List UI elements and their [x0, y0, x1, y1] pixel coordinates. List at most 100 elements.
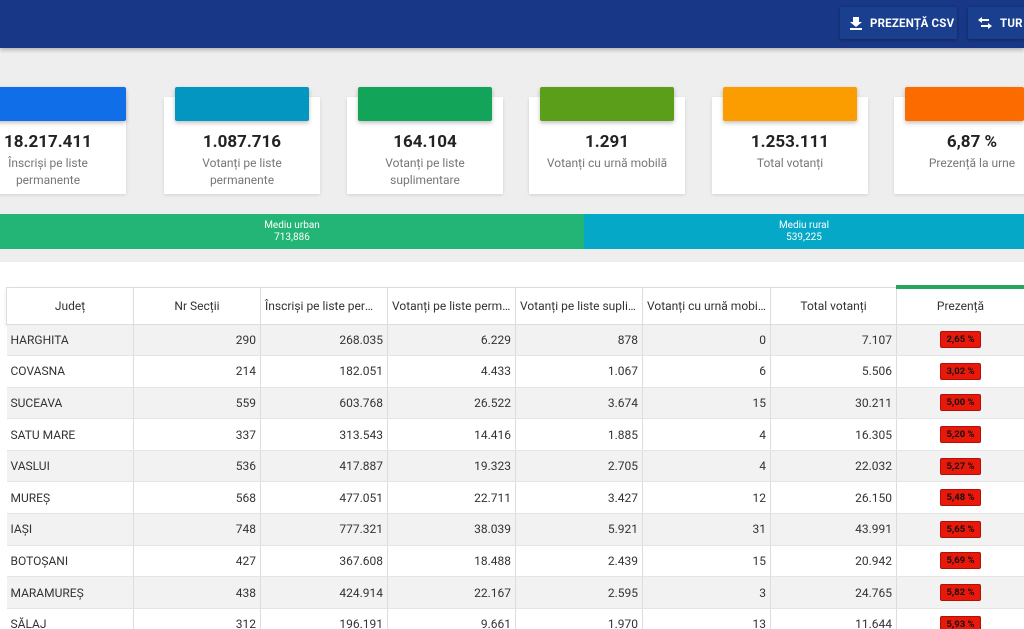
top-app-bar: PREZENȚĂ CSV TUR: [0, 0, 1024, 48]
turnout-badge: 5,65 %: [940, 520, 981, 538]
cell-registered: 367.608: [260, 545, 388, 578]
turnout-badge: 5,69 %: [940, 552, 981, 570]
cell-county: HARGHITA: [6, 324, 134, 357]
cell-mobile-urn: 12: [642, 481, 771, 515]
county-turnout-table: Județ Nr Secții Înscriși pe liste perman…: [6, 285, 1024, 629]
table-row[interactable]: HARGHITA 290 268.035 6.229 878 0 7.107 2,65 %: [6, 324, 1024, 357]
table-row[interactable]: BOTOȘANI 427 367.608 18.488 2.439 15 20.942 5,6…: [6, 545, 1024, 578]
cell-county: SĂLAJ: [6, 608, 134, 629]
round-switch-label: TUR: [1000, 16, 1023, 30]
cell-county: VASLUI: [6, 450, 134, 483]
table-row[interactable]: MUREȘ 568 477.051 22.711 3.427 12 26.150 5,48 %: [6, 481, 1024, 515]
stat-label: Total votanți: [756, 156, 824, 170]
stat-label: Votanți pe liste suplimentare: [385, 156, 465, 187]
cell-turnout: 3,02 %: [896, 355, 1024, 388]
cell-registered: 603.768: [260, 387, 388, 420]
table-row[interactable]: IAȘI 748 777.321 38.039 5.921 31 43.991 5,65 %: [6, 513, 1024, 546]
cell-permanent-voters: 22.167: [387, 576, 516, 609]
cell-turnout: 2,65 %: [896, 324, 1024, 357]
turnout-badge: 3,02 %: [940, 362, 981, 380]
presence-csv-label: PREZENȚĂ CSV: [870, 16, 955, 30]
county-table-panel: Județ Nr Secții Înscriși pe liste perman…: [0, 262, 1024, 629]
column-header-total-voters[interactable]: Total votanți: [770, 286, 897, 325]
cell-supplementary-voters: 2.595: [515, 576, 643, 609]
cell-sections: 214: [133, 355, 261, 388]
cell-total-voters: 30.211: [770, 387, 897, 420]
urban-label: Mediu urban: [264, 220, 320, 231]
cell-registered: 477.051: [260, 481, 388, 515]
stat-value: 164.104: [393, 132, 457, 152]
turnout-badge: 5,82 %: [940, 584, 981, 602]
turnout-badge: 5,00 %: [940, 394, 981, 412]
cell-turnout: 5,65 %: [896, 513, 1024, 546]
cell-turnout: 5,48 %: [896, 481, 1024, 515]
cell-county: BOTOȘANI: [6, 545, 134, 578]
cell-total-voters: 7.107: [770, 324, 897, 357]
cell-supplementary-voters: 1.885: [515, 418, 643, 451]
cell-turnout: 5,93 %: [896, 608, 1024, 629]
cell-permanent-voters: 22.711: [387, 481, 516, 515]
column-header-registered[interactable]: Înscriși pe liste permanente: [260, 286, 388, 325]
column-header-permanent-voters[interactable]: Votanți pe liste permanente: [387, 286, 516, 325]
cell-permanent-voters: 19.323: [387, 450, 516, 483]
cell-mobile-urn: 31: [642, 513, 771, 546]
cell-sections: 559: [133, 387, 261, 420]
cell-registered: 313.543: [260, 418, 388, 451]
stat-value: 1.291: [585, 132, 629, 152]
cell-registered: 417.887: [260, 450, 388, 483]
column-header-sections[interactable]: Nr Secții: [133, 286, 261, 325]
cell-permanent-voters: 26.522: [387, 387, 516, 420]
column-header-turnout[interactable]: Prezență: [896, 285, 1024, 325]
cell-mobile-urn: 0: [642, 324, 771, 357]
cell-county: IAȘI: [6, 513, 134, 546]
turnout-badge: 5,48 %: [940, 489, 981, 507]
cell-supplementary-voters: 878: [515, 324, 643, 357]
cell-registered: 777.321: [260, 513, 388, 546]
cell-supplementary-voters: 2.705: [515, 450, 643, 483]
stat-value: 18.217.411: [4, 132, 92, 152]
cell-permanent-voters: 18.488: [387, 545, 516, 578]
download-icon: [850, 16, 862, 30]
stat-label: Înscriși pe liste permanente: [8, 156, 88, 187]
table-body: HARGHITA 290 268.035 6.229 878 0 7.107 2,65 % CO…: [6, 324, 1024, 629]
cell-registered: 424.914: [260, 576, 388, 609]
cell-total-voters: 22.032: [770, 450, 897, 483]
cell-supplementary-voters: 5.921: [515, 513, 643, 546]
cell-total-voters: 20.942: [770, 545, 897, 578]
presence-csv-button[interactable]: PREZENȚĂ CSV: [840, 7, 957, 39]
table-row[interactable]: SATU MARE 337 313.543 14.416 1.885 4 16.305 5,2…: [6, 418, 1024, 451]
cell-sections: 290: [133, 324, 261, 357]
stat-card-color-header: [723, 87, 857, 121]
cell-county: COVASNA: [6, 355, 134, 388]
cell-mobile-urn: 13: [642, 608, 771, 629]
cell-total-voters: 43.991: [770, 513, 897, 546]
stat-label: Prezență la urne: [928, 156, 1016, 170]
table-row[interactable]: COVASNA 214 182.051 4.433 1.067 6 5.506 3,02 %: [6, 355, 1024, 388]
stat-card-color-header: [358, 87, 492, 121]
rural-label: Mediu rural: [778, 220, 830, 231]
column-header-mobile-urn[interactable]: Votanți cu urnă mobilă: [642, 286, 771, 325]
table-row[interactable]: SĂLAJ 312 196.191 9.661 1.970 13 11.644 5,93 %: [6, 608, 1024, 629]
round-switch-button[interactable]: TUR: [968, 7, 1024, 39]
cell-county: SATU MARE: [6, 418, 134, 451]
cell-supplementary-voters: 3.674: [515, 387, 643, 420]
column-header-supplementary-voters[interactable]: Votanți pe liste suplimentare: [515, 286, 643, 325]
stat-card-color-header: [175, 87, 309, 121]
cell-turnout: 5,00 %: [896, 387, 1024, 420]
table-row[interactable]: MARAMUREȘ 438 424.914 22.167 2.595 3 24.765 5,8…: [6, 576, 1024, 609]
table-row[interactable]: VASLUI 536 417.887 19.323 2.705 4 22.032 5,27 %: [6, 450, 1024, 483]
cell-mobile-urn: 3: [642, 576, 771, 609]
cell-registered: 196.191: [260, 608, 388, 629]
stat-label: Votanți cu urnă mobilă: [546, 156, 668, 170]
urban-value: 713,886: [274, 232, 310, 243]
cell-county: MUREȘ: [6, 481, 134, 515]
cell-total-voters: 11.644: [770, 608, 897, 629]
cell-permanent-voters: 6.229: [387, 324, 516, 357]
cell-supplementary-voters: 3.427: [515, 481, 643, 515]
cell-mobile-urn: 6: [642, 355, 771, 388]
cell-sections: 438: [133, 576, 261, 609]
table-row[interactable]: SUCEAVA 559 603.768 26.522 3.674 15 30.211 5,00…: [6, 387, 1024, 420]
urban-bar: Mediu urban 713,886: [0, 214, 584, 249]
column-header-county[interactable]: Județ: [6, 286, 134, 325]
turnout-badge: 5,93 %: [940, 615, 981, 629]
